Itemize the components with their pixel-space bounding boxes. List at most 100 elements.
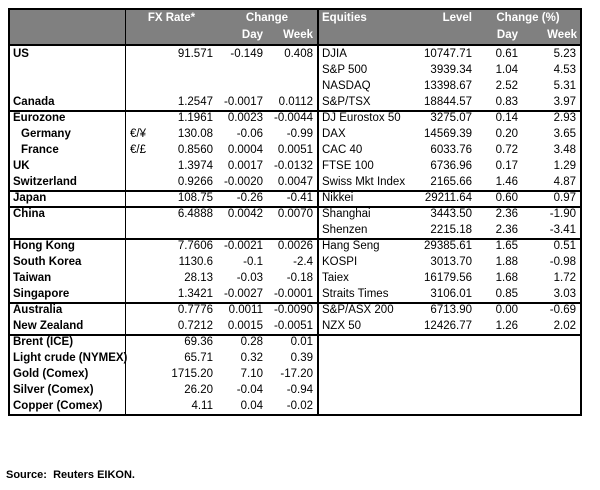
fx-day-change-cell: 0.28 [240, 336, 263, 348]
table-row: Singapore 1.3421 -0.0027 -0.0001 Straits… [10, 286, 580, 304]
equity-level-cell: 3106.01 [420, 286, 476, 304]
equity-week-change-cell: 3.48 [553, 144, 576, 156]
fx-rate-cell: 6.4888 [177, 208, 213, 220]
equity-level-cell [420, 382, 476, 398]
equity-day-change-cell: 2.36 [476, 222, 522, 240]
equity-week-change-cell: -0.98 [549, 256, 576, 268]
fx-rate-cell: 1.3974 [177, 160, 213, 172]
fx-week-change-cell: -0.0051 [267, 318, 317, 336]
table-row: Japan 108.75 -0.26 -0.41 Nikkei 29211.64… [10, 190, 580, 208]
fx-currency-pair-cell [125, 46, 155, 62]
fx-day-change-cell: 0.32 [240, 352, 263, 364]
fx-week-change-cell: -0.99 [286, 128, 313, 140]
table-row: Switzerland 0.9266 -0.0020 0.0047 Swiss … [10, 174, 580, 192]
fx-day-change-cell: 0.0011 [228, 304, 263, 316]
fx-country-cell: Singapore [10, 286, 125, 304]
equity-level-cell: 2165.66 [420, 174, 476, 192]
equity-day-change-cell: 0.17 [495, 160, 518, 172]
fx-week-change-cell [267, 222, 317, 240]
fx-currency-pair-cell [125, 78, 155, 94]
fx-currency-pair-cell [125, 254, 155, 270]
fx-day-change-cell: -0.03 [236, 272, 263, 284]
fx-day-change-cell: -0.26 [217, 190, 267, 208]
equities-week-column-header: Week [547, 29, 577, 41]
fx-day-change-cell: -0.06 [236, 128, 263, 140]
equities-change-pct-column-header: Change (%) [496, 12, 560, 24]
fx-currency-pair-cell [125, 238, 155, 254]
fx-week-change-cell: 0.408 [284, 48, 313, 60]
fx-rate-cell: 0.9266 [155, 174, 217, 192]
table-row: Australia 0.7776 0.0011 -0.0090 S&P/ASX … [10, 302, 580, 318]
table-row: Germany €/¥ 130.08 -0.06 -0.99 DAX 14569… [10, 126, 580, 142]
fx-rate-cell: 1.2547 [155, 94, 217, 112]
equity-level-cell: 6033.76 [430, 144, 472, 156]
fx-week-change-cell [267, 62, 317, 78]
fx-country-cell: Gold (Comex) [13, 368, 89, 380]
fx-country-cell: Japan [10, 190, 125, 208]
equity-index-cell: S&P/TSX [317, 94, 420, 112]
fx-rate-cell: 7.7606 [177, 240, 213, 252]
fx-country-cell [10, 62, 125, 78]
equity-day-change-cell: 0.14 [495, 112, 518, 124]
equity-week-change-cell: 2.93 [553, 112, 576, 124]
equity-week-change-cell: 1.72 [553, 272, 576, 284]
equity-day-change-cell [476, 366, 522, 382]
equity-level-cell [420, 398, 476, 414]
equity-level-cell: 3013.70 [430, 256, 472, 268]
fx-country-cell: Taiwan [13, 272, 52, 284]
equity-index-cell: Shanghai [317, 206, 420, 222]
fx-day-change-cell: 0.0023 [227, 112, 263, 124]
fx-day-change-cell: 0.0017 [227, 160, 263, 172]
equity-index-cell [317, 382, 420, 398]
table-row: Light crude (NYMEX) 65.71 0.32 0.39 [10, 350, 580, 366]
equity-week-change-cell: 3.97 [522, 94, 580, 112]
equity-index-cell: NZX 50 [317, 318, 420, 336]
equity-level-cell: 14569.39 [424, 128, 472, 140]
fx-currency-pair-cell [125, 334, 155, 350]
fx-currency-pair-cell [125, 158, 155, 174]
equity-index-cell [317, 398, 420, 414]
fx-week-change-cell: -0.94 [286, 384, 313, 396]
equity-index-cell: Swiss Mkt Index [317, 174, 420, 192]
equity-day-change-cell [476, 334, 522, 350]
fx-week-change-cell: 0.0047 [267, 174, 317, 192]
equity-level-cell: 16179.56 [424, 272, 472, 284]
equity-day-change-cell: 0.61 [495, 48, 518, 60]
fx-country-cell: France [21, 144, 59, 156]
equity-index-cell: KOSPI [317, 254, 420, 270]
equity-index-cell: CAC 40 [317, 142, 420, 158]
fx-currency-pair-cell: €/£ [125, 142, 155, 158]
fx-day-change-cell: -0.1 [243, 256, 263, 268]
equity-day-change-cell: 0.00 [495, 304, 518, 316]
equity-level-cell: 3443.50 [430, 208, 472, 220]
fx-country-cell [10, 222, 125, 240]
fx-country-cell: Canada [10, 94, 125, 112]
table-row: Hong Kong 7.7606 -0.0021 0.0026 Hang Sen… [10, 238, 580, 254]
table-row: Gold (Comex) 1715.20 7.10 -17.20 [10, 366, 580, 382]
fx-country-cell: China [13, 208, 45, 220]
fx-rate-cell: 108.75 [155, 190, 217, 208]
equity-level-cell: 29385.61 [424, 240, 472, 252]
fx-currency-pair-cell: €/¥ [125, 126, 155, 142]
equity-week-change-cell [522, 350, 580, 366]
equity-day-change-cell: 1.68 [495, 272, 518, 284]
equity-day-change-cell: 1.46 [476, 174, 522, 192]
equity-week-change-cell: 3.03 [522, 286, 580, 304]
equity-day-change-cell [476, 382, 522, 398]
fx-country-cell: South Korea [13, 256, 82, 268]
fx-week-change-cell: 0.0051 [277, 144, 313, 156]
equity-week-change-cell: 3.65 [553, 128, 576, 140]
fx-currency-pair-cell [125, 174, 155, 192]
fx-currency-pair-cell [125, 350, 155, 366]
fx-currency-pair-cell [125, 270, 155, 286]
fx-day-change-cell: -0.0020 [217, 174, 267, 192]
fx-rate-cell: 69.36 [184, 336, 213, 348]
fx-currency-pair-cell [125, 382, 155, 398]
equity-day-change-cell: 0.72 [495, 144, 518, 156]
header-blank-cell [125, 27, 217, 44]
table-row: S&P 500 3939.34 1.04 4.53 [10, 62, 580, 78]
equity-level-cell: 12426.77 [420, 318, 476, 336]
fx-currency-pair-cell [125, 302, 155, 318]
fx-rate-cell: 1.1961 [177, 112, 213, 124]
equity-week-change-cell: -3.41 [522, 222, 580, 240]
